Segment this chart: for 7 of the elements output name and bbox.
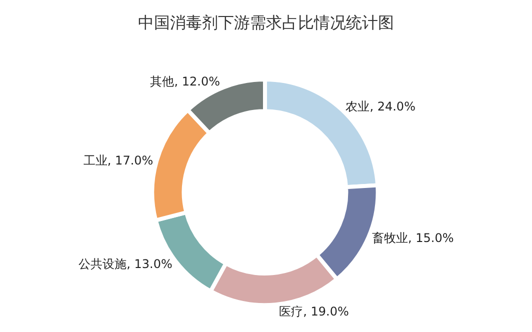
slice-label: 公共设施, 13.0% <box>78 257 172 272</box>
slice-label: 畜牧业, 15.0% <box>372 231 454 246</box>
slice-label: 农业, 24.0% <box>346 99 416 114</box>
chart-title: 中国消毒剂下游需求占比情况统计图 <box>138 12 394 32</box>
slice-label: 工业, 17.0% <box>83 153 154 168</box>
slice-label: 医疗, 19.0% <box>279 304 349 319</box>
slice-label: 其他, 12.0% <box>150 74 220 88</box>
